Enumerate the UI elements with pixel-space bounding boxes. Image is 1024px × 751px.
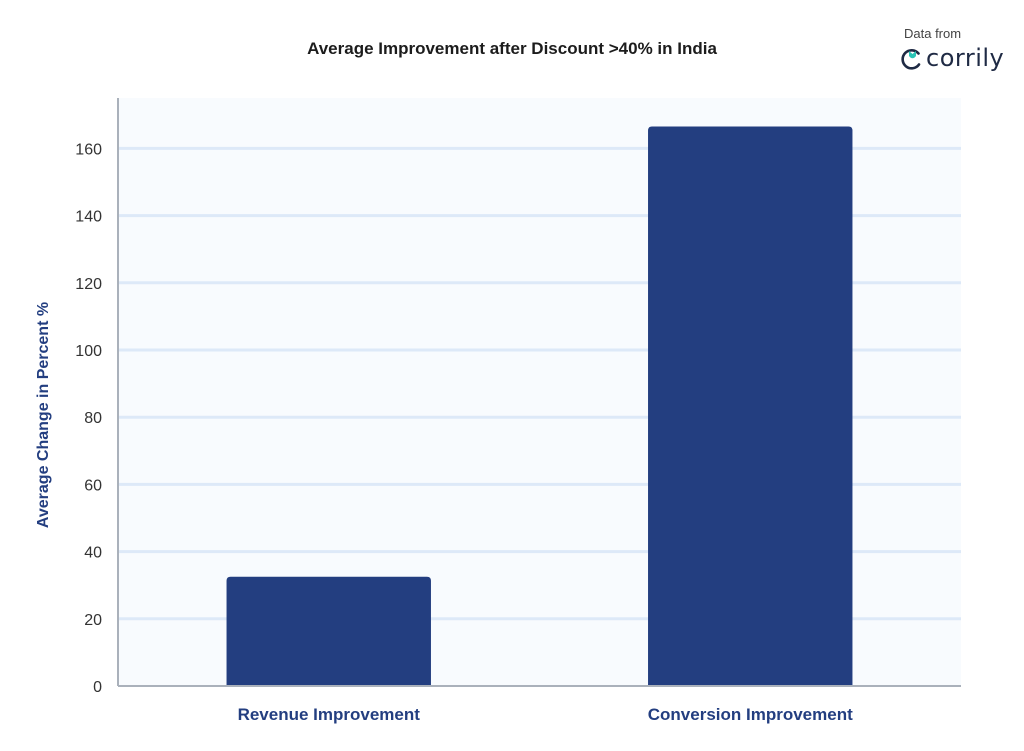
y-tick-label: 0: [93, 679, 102, 696]
y-tick-label: 120: [75, 276, 102, 293]
y-tick-label: 80: [84, 410, 102, 427]
bar: [648, 126, 853, 686]
x-axis-categories: Revenue Improvement Conversion Improvemen…: [238, 705, 853, 724]
y-tick-label: 100: [75, 343, 102, 360]
y-tick-label: 140: [75, 209, 102, 226]
y-tick-label: 40: [84, 545, 102, 562]
bars: [226, 126, 853, 686]
brand-caption: Data from: [904, 26, 962, 41]
y-axis-ticks: 0 20 40 60 80 100 120 140 160: [75, 141, 102, 696]
x-category-label: Conversion Improvement: [648, 705, 853, 724]
chart-title: Average Improvement after Discount >40% …: [307, 39, 717, 58]
brand-attribution: Data from corrily: [898, 26, 1008, 76]
bar: [226, 576, 431, 686]
brand-name: corrily: [926, 44, 1005, 72]
corrily-logo-icon: [901, 49, 921, 70]
y-tick-label: 60: [84, 477, 102, 494]
x-category-label: Revenue Improvement: [238, 705, 421, 724]
y-tick-label: 20: [84, 612, 102, 629]
y-tick-label: 160: [75, 141, 102, 158]
